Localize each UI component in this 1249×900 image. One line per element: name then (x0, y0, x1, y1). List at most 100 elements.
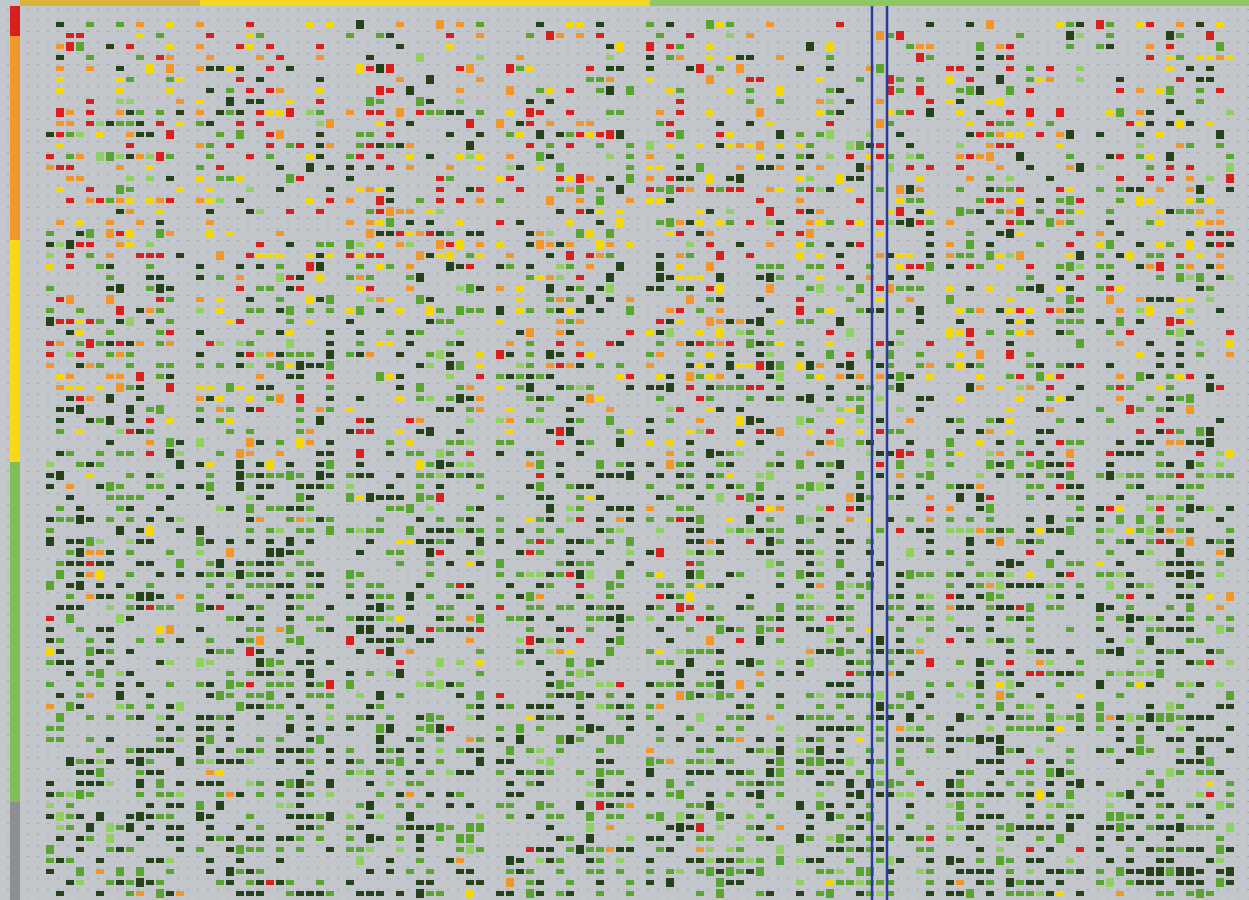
cell (1176, 814, 1184, 819)
cell (826, 682, 834, 687)
cell (1036, 363, 1044, 368)
cell (106, 440, 114, 445)
cell (526, 363, 534, 368)
cell (736, 319, 744, 324)
cell (536, 605, 544, 610)
cell (576, 396, 584, 401)
cell (656, 759, 664, 764)
cell (66, 814, 74, 819)
cell (896, 594, 904, 599)
cell (776, 539, 784, 544)
cell (586, 834, 594, 843)
cell (176, 440, 184, 445)
cell (1196, 682, 1204, 687)
cell (596, 308, 604, 313)
cell (1006, 583, 1014, 588)
cell (546, 803, 554, 808)
cell (326, 407, 334, 412)
cell (706, 847, 714, 852)
cell (646, 506, 654, 511)
cell (976, 484, 984, 489)
cell (206, 209, 214, 214)
cell (626, 198, 634, 203)
cell (1046, 660, 1054, 665)
cell (796, 770, 804, 775)
cell (686, 858, 694, 863)
cell (466, 889, 474, 898)
cell (676, 603, 684, 612)
cell (916, 649, 924, 654)
cell (906, 374, 914, 379)
cell (206, 187, 214, 192)
cell (696, 418, 704, 423)
cell (106, 638, 114, 643)
cell (376, 242, 384, 247)
cell (876, 636, 884, 645)
cell (316, 572, 324, 577)
cell (506, 746, 514, 755)
cell (546, 396, 554, 401)
cell (556, 605, 564, 610)
cell (1006, 220, 1014, 225)
cell (456, 517, 464, 522)
cell (1156, 803, 1164, 808)
cell (286, 572, 294, 577)
cell (276, 440, 284, 445)
cell (586, 812, 594, 821)
cell (156, 889, 164, 898)
cell (596, 220, 604, 225)
cell (976, 86, 984, 95)
cell (266, 572, 274, 577)
cell (1016, 583, 1024, 588)
cell (1076, 297, 1084, 302)
cell (356, 187, 364, 192)
cell (386, 264, 394, 269)
cell (56, 187, 64, 192)
cell (156, 473, 164, 478)
cell (1056, 330, 1064, 335)
cell (776, 528, 784, 533)
cell (756, 264, 764, 269)
cell (816, 561, 824, 566)
cell (436, 550, 444, 555)
cell (836, 407, 844, 412)
cell (326, 704, 334, 709)
cell (1056, 528, 1064, 533)
cell (1046, 121, 1054, 126)
cell (346, 429, 354, 434)
cell (546, 572, 554, 577)
cell (206, 759, 214, 764)
cell (576, 275, 584, 280)
cell (136, 308, 144, 313)
cell (996, 759, 1004, 764)
cell (1126, 539, 1134, 544)
cell (736, 528, 744, 533)
cell (1146, 867, 1154, 876)
cell (1226, 352, 1234, 357)
cell (1126, 713, 1134, 722)
cell (916, 473, 924, 478)
cell (306, 583, 314, 588)
cell (966, 286, 974, 291)
cell (416, 638, 424, 643)
cell (716, 473, 724, 478)
cell (536, 539, 544, 544)
cell (776, 187, 784, 192)
cell (1026, 869, 1034, 874)
cell (1196, 561, 1204, 566)
cell (346, 671, 354, 676)
cell (96, 484, 104, 489)
cell (836, 682, 844, 687)
cell (956, 66, 964, 71)
cell (886, 605, 894, 610)
cell (586, 264, 594, 269)
cell (56, 836, 64, 841)
cell (356, 825, 364, 830)
cell (466, 528, 474, 533)
cell (176, 836, 184, 841)
cell (596, 792, 604, 797)
cell (946, 438, 954, 447)
cell (466, 561, 474, 566)
cell (526, 605, 534, 610)
cell (196, 801, 204, 810)
